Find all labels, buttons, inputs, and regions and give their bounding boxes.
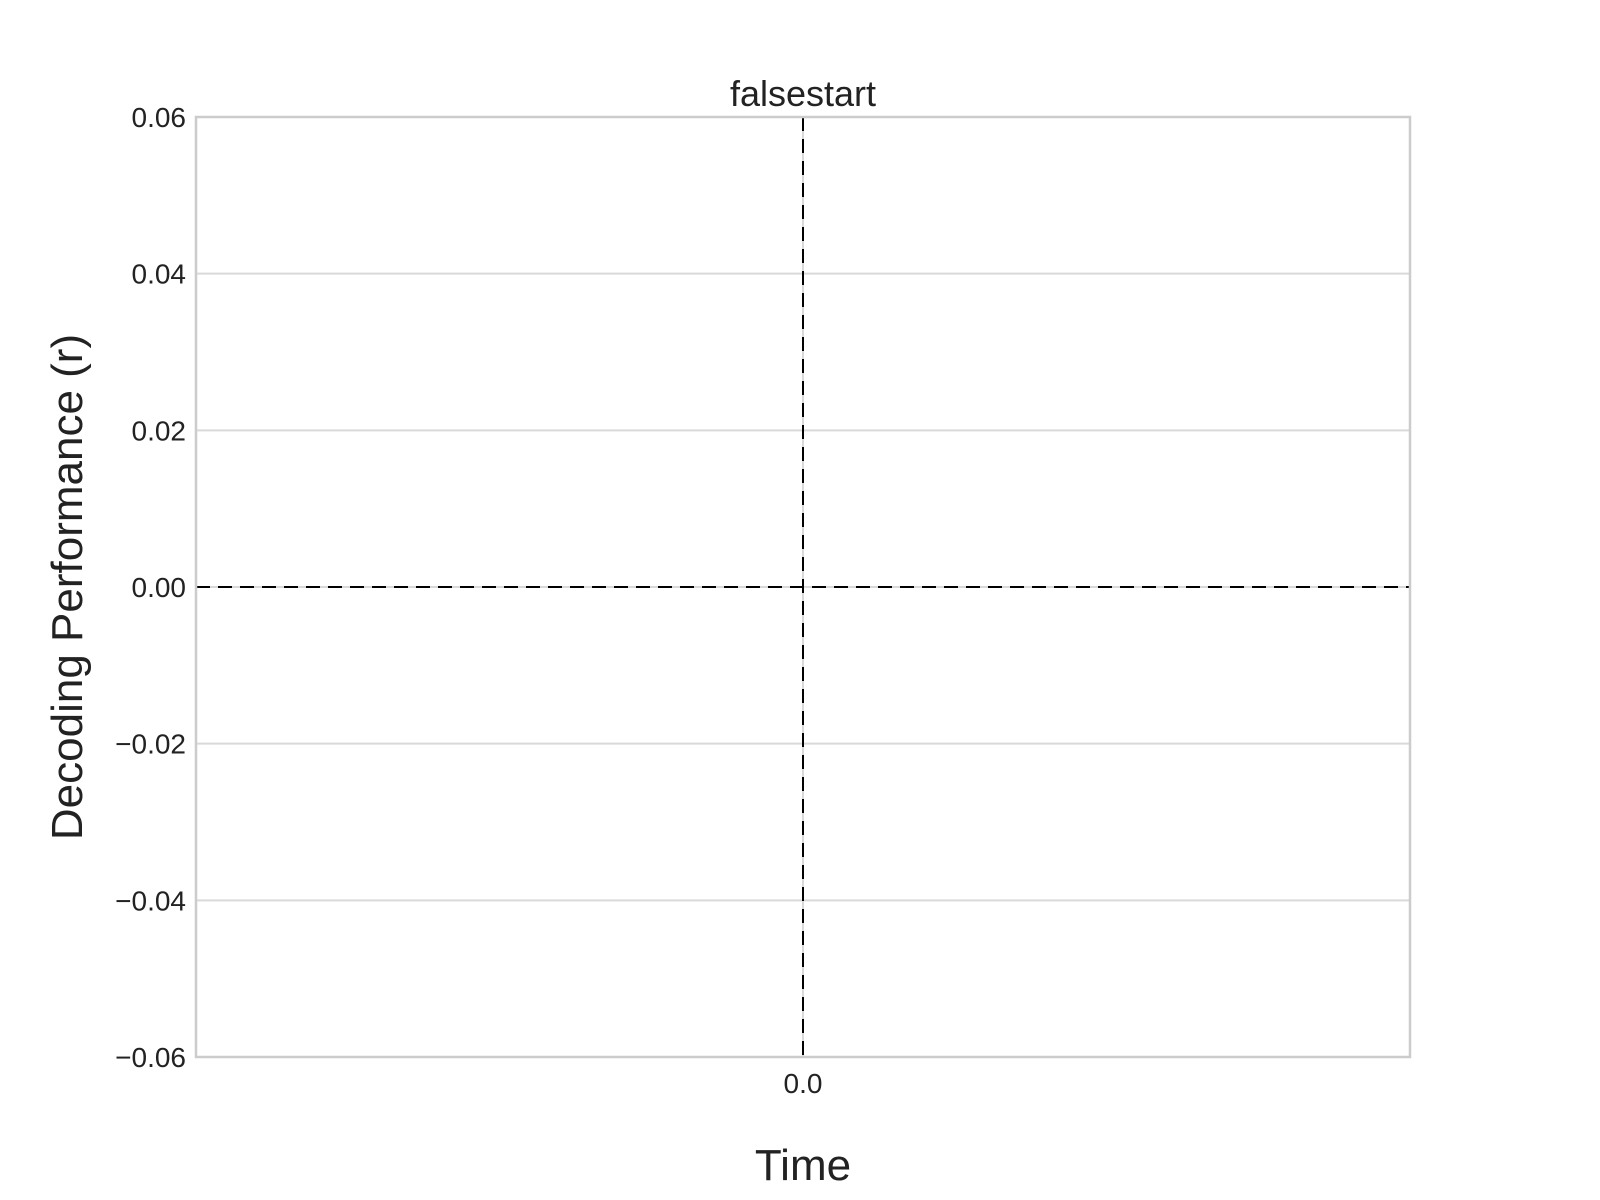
x-axis-label: Time [755, 1141, 851, 1190]
y-tick-label: 0.02 [132, 415, 187, 446]
plot-frame [194, 115, 1412, 1059]
y-tick-label: 0.00 [132, 572, 187, 603]
y-axis-label: Decoding Performance (r) [43, 334, 92, 840]
y-tick-label: −0.02 [115, 729, 186, 760]
y-tick-label: −0.06 [115, 1042, 186, 1073]
y-tick-label: −0.04 [115, 885, 186, 916]
chart-title: falsestart [730, 73, 876, 114]
y-tick-label: 0.04 [132, 259, 187, 290]
x-tick-labels: 0.0 [784, 1068, 823, 1099]
reference-lines [196, 117, 1410, 1057]
y-tick-labels: 0.06 0.04 0.02 0.00 −0.02 −0.04 −0.06 [115, 102, 186, 1073]
x-tick-label: 0.0 [784, 1068, 823, 1099]
y-tick-label: 0.06 [132, 102, 187, 133]
